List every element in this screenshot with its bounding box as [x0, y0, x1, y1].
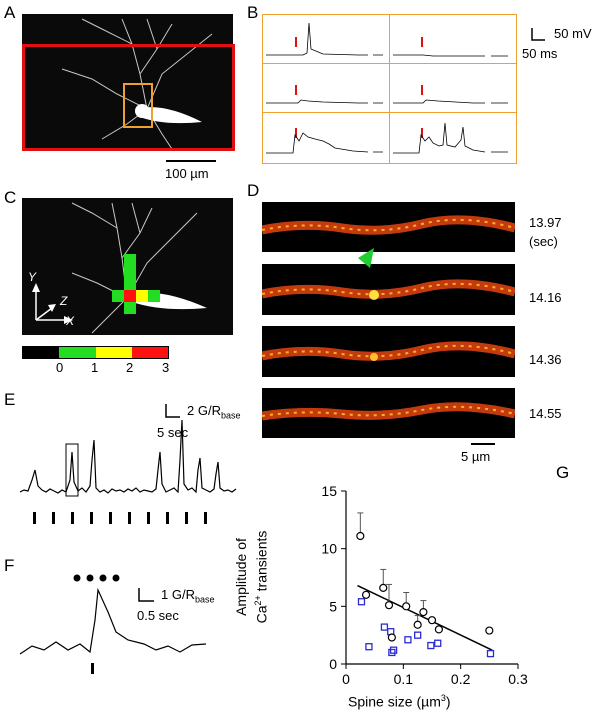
- frame-time: 14.55: [529, 406, 562, 421]
- panel-e-scale-h: 5 sec: [157, 425, 189, 440]
- square-point: [414, 631, 422, 639]
- heat-cell: [124, 278, 136, 290]
- axis-label-z: Z: [60, 294, 68, 308]
- colorbar-tick: 1: [91, 360, 99, 375]
- panel-label-c: C: [4, 188, 17, 207]
- chart-xlabel: Spine size (µm3): [348, 693, 451, 710]
- y-tick-label: 10: [321, 541, 337, 557]
- square-point: [388, 648, 396, 657]
- square-point: [404, 636, 412, 644]
- heat-cell: [148, 290, 160, 302]
- y-tick-label: 0: [329, 656, 337, 672]
- dendrite-frame: [262, 264, 515, 315]
- square-point: [389, 646, 398, 654]
- panel-d-scale-bar: [471, 443, 495, 445]
- square-point: [380, 623, 389, 631]
- panel-label-g: G: [556, 463, 570, 482]
- x-tick-label: 0: [342, 671, 350, 687]
- colorbar: [22, 346, 169, 359]
- panel-label-b: B: [247, 3, 259, 22]
- panel-f-calcium-trace: [19, 574, 207, 674]
- panel-label-e: E: [4, 390, 16, 409]
- circle-point: [384, 601, 394, 610]
- panel-c-axes-icon: [32, 283, 73, 324]
- regression-line: [357, 584, 493, 651]
- square-point: [357, 598, 366, 606]
- heat-cell: [112, 290, 124, 302]
- square-point: [427, 641, 435, 650]
- x-tick-label: 0.2: [451, 671, 471, 687]
- colorbar-tick: 2: [126, 360, 134, 375]
- green-arrowhead-icon: [358, 248, 374, 268]
- heat-cell: [124, 290, 136, 302]
- circle-point: [356, 531, 365, 541]
- circle-point: [402, 602, 411, 611]
- colorbar-tick: 3: [162, 360, 170, 375]
- panel-b-scale-corner: [531, 28, 545, 41]
- panel-d-scale-label: 5 µm: [461, 449, 491, 464]
- axis-label-x: X: [66, 314, 75, 328]
- y-tick-label: 15: [321, 483, 337, 499]
- dendrite-frame: [262, 326, 515, 377]
- frame-time: 14.36: [529, 352, 562, 367]
- panel-label-d: D: [247, 181, 260, 200]
- panel-f-scale-corner: [138, 588, 154, 602]
- axis-label-y: Y: [28, 270, 37, 284]
- circle-point: [419, 607, 428, 617]
- frame-time: 13.97: [529, 215, 562, 230]
- panel-f-scale-v: 1 G/Rbase: [161, 587, 215, 605]
- panel-b-scale-time: 50 ms: [522, 46, 558, 61]
- panel-b-scale-voltage: 50 mV: [554, 26, 592, 41]
- square-point: [434, 639, 442, 647]
- y-tick-label: 5: [329, 598, 337, 614]
- panel-f-scale-h: 0.5 sec: [137, 608, 179, 623]
- heat-cell: [124, 302, 136, 314]
- circle-point: [427, 616, 437, 625]
- panel-e-scale-corner: [165, 404, 180, 418]
- panel-a-scale-bar: [166, 160, 216, 162]
- square-point: [365, 643, 373, 651]
- circle-point: [379, 583, 388, 592]
- frame-time: 14.16: [529, 290, 562, 305]
- panel-a-neuron-drawing: [61, 18, 213, 150]
- circle-point: [361, 590, 371, 599]
- heat-cell: [124, 254, 136, 278]
- dendrite-frame: [262, 202, 515, 252]
- x-tick-label: 0.3: [508, 671, 528, 687]
- square-point: [486, 649, 495, 658]
- panel-a-orange-roi: [123, 83, 153, 128]
- frame-time-unit: (sec): [529, 234, 558, 249]
- circle-point: [387, 633, 396, 642]
- circle-point: [434, 625, 443, 634]
- x-tick-label: 0.1: [394, 671, 414, 687]
- panel-a-red-roi: [22, 44, 235, 151]
- panel-label-a: A: [4, 3, 16, 22]
- dendrite-frame: [262, 388, 515, 438]
- panel-e-scale-v: 2 G/Rbase: [187, 403, 241, 421]
- circle-point: [485, 626, 494, 635]
- circle-point: [413, 620, 422, 629]
- panel-b-grid: [262, 14, 517, 164]
- panel-e-calcium-trace: [19, 419, 237, 524]
- panel-b-voltage-traces: [266, 22, 508, 154]
- panel-c-neuron-image: Y Z X: [22, 198, 233, 335]
- panel-a-scale-label: 100 µm: [165, 166, 209, 181]
- heat-cell: [136, 290, 148, 302]
- colorbar-tick: 0: [56, 360, 64, 375]
- panel-label-f: F: [4, 556, 15, 575]
